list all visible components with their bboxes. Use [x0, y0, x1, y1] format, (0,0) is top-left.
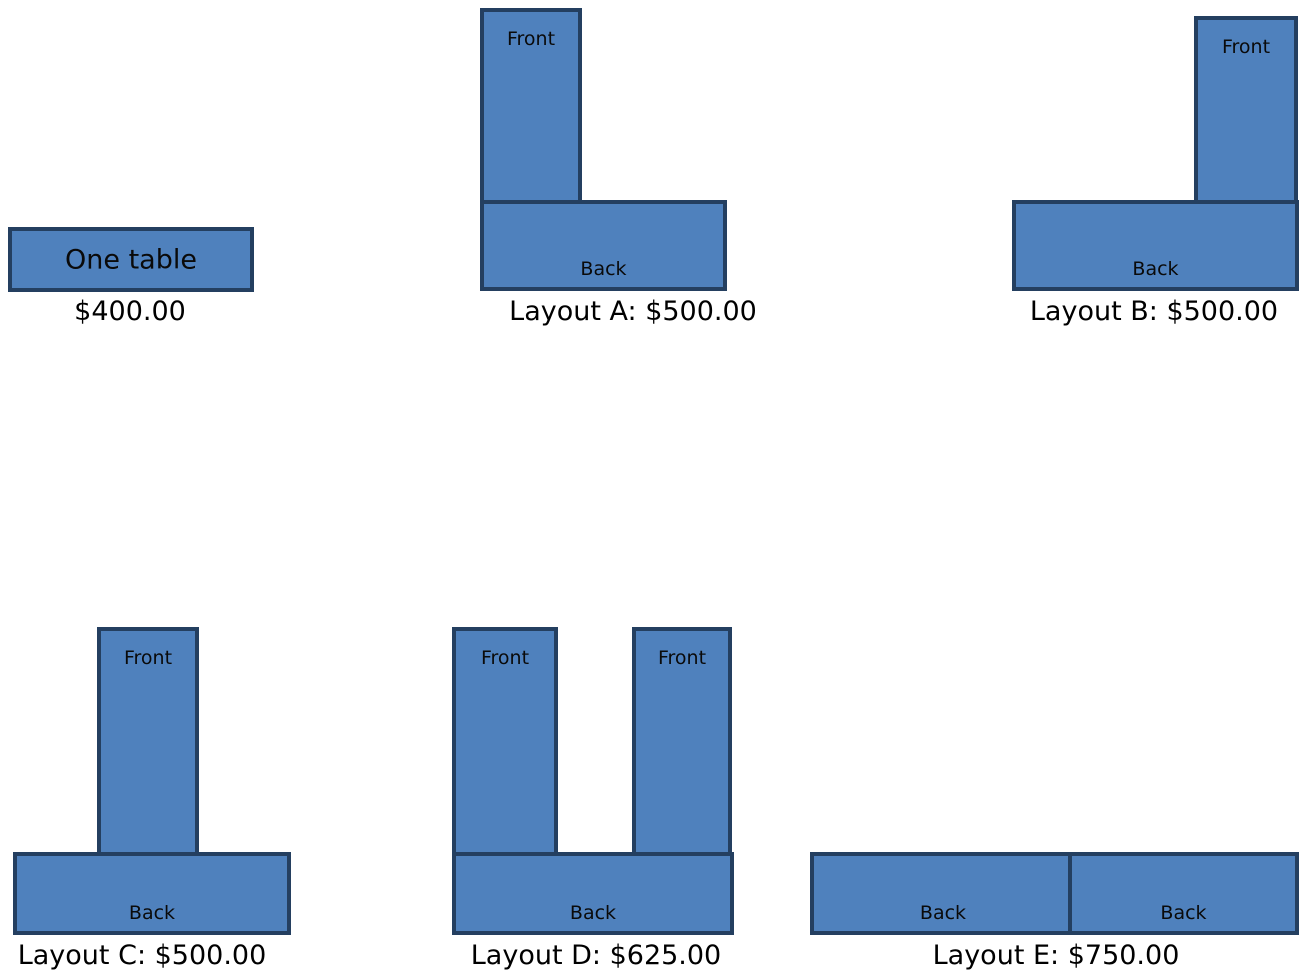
layout-d-front-left-label: Front	[480, 647, 530, 669]
layout-e-caption: Layout E: $750.00	[932, 940, 1180, 971]
layout-a-caption: Layout A: $500.00	[509, 296, 757, 327]
layout-b-back-label: Back	[1132, 258, 1179, 280]
layout-e-back-right-table: Back	[1068, 852, 1299, 935]
layout-b-front-table: Front	[1194, 16, 1298, 206]
layout-d-front-left-table: Front	[452, 627, 558, 859]
layout-b-front-label: Front	[1221, 36, 1271, 58]
layout-e-back-left-label: Back	[919, 902, 967, 924]
layout-c-caption: Layout C: $500.00	[17, 940, 267, 971]
layout-a-front-table: Front	[480, 8, 582, 206]
layout-c-back-label: Back	[128, 902, 176, 924]
layout-d-front-right-label: Front	[657, 647, 707, 669]
layout-c-front-label: Front	[123, 647, 173, 669]
layout-e-back-left-table: Back	[810, 852, 1076, 935]
layout-d-back-table: Back	[452, 852, 734, 935]
layout-e-back-right-label: Back	[1160, 902, 1207, 924]
layout-d-back-label: Back	[569, 902, 617, 924]
layout-d-front-right-table: Front	[632, 627, 732, 859]
layout-d-caption: Layout D: $625.00	[470, 940, 722, 971]
layout-b-caption: Layout B: $500.00	[1029, 296, 1279, 327]
one-table: One table	[8, 227, 254, 292]
layout-c-front-table: Front	[97, 627, 199, 859]
layout-a-back-table: Back	[480, 200, 727, 291]
one-table-label: One table	[65, 244, 197, 275]
layout-b-back-table: Back	[1012, 200, 1299, 291]
layout-a-back-label: Back	[580, 258, 627, 280]
layout-c-back-table: Back	[13, 852, 291, 935]
layout-a-front-label: Front	[506, 28, 556, 50]
one-table-price: $400.00	[74, 296, 186, 327]
